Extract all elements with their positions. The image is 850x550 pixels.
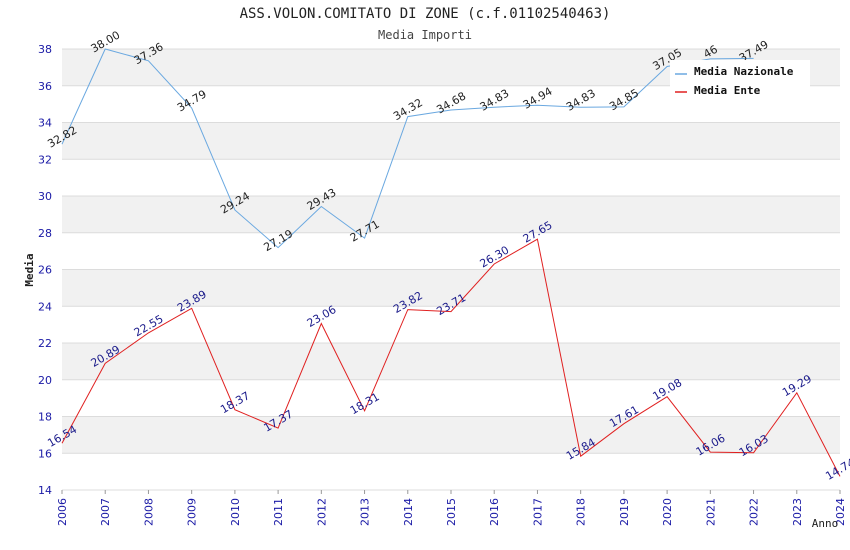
y-tick-label: 16	[38, 447, 52, 460]
data-label: 14.74	[823, 456, 850, 483]
data-label: 34.79	[175, 87, 209, 114]
data-label: 26.30	[478, 243, 512, 270]
series-layer	[61, 48, 841, 477]
y-tick-label: 32	[38, 153, 52, 166]
x-tick-label: 2014	[402, 498, 415, 526]
y-tick-label: 38	[38, 43, 52, 56]
grid-band	[62, 196, 840, 233]
data-label: 18.31	[348, 390, 382, 417]
data-label: 23.06	[305, 303, 339, 330]
x-tick-label: 2012	[315, 498, 328, 526]
data-label: 34.83	[564, 87, 598, 114]
x-tick-label: 2019	[618, 498, 631, 526]
y-tick-label: 14	[38, 484, 52, 497]
x-tick-label: 2020	[661, 498, 674, 526]
y-tick-label: 28	[38, 227, 52, 240]
legend-label-media-ente: Media Ente	[694, 84, 761, 97]
y-axis-title: Media	[23, 253, 36, 286]
x-tick-label: 2016	[488, 498, 501, 526]
grid-band	[62, 269, 840, 307]
x-tick-label: 2013	[359, 498, 372, 526]
x-tick-label: 2006	[56, 498, 69, 526]
legend: Media Nazionale Media Ente	[670, 60, 810, 102]
x-tick-label: 2008	[142, 498, 155, 526]
x-tick-label: 2023	[791, 498, 804, 526]
grid-band	[62, 416, 840, 454]
y-tick-label: 24	[38, 300, 52, 313]
x-tick-label: 2017	[531, 498, 544, 526]
data-label: 34.85	[607, 86, 641, 113]
x-axis-title: Anno	[812, 517, 839, 530]
x-tick-label: 2009	[186, 498, 199, 526]
data-label: 18.37	[218, 389, 252, 416]
series-line-0	[61, 48, 754, 249]
data-label: 22.55	[132, 312, 166, 339]
x-axis-ticks: 2006 2007 2008 2009 2010 2011 2012 2013 2014 2015…	[56, 490, 847, 526]
x-tick-label: 2015	[445, 498, 458, 526]
chart-subtitle: Media Importi	[378, 28, 472, 42]
x-tick-label: 2007	[99, 498, 112, 526]
legend-label-media-nazionale: Media Nazionale	[694, 65, 794, 78]
y-tick-label: 22	[38, 337, 52, 350]
data-label: 34.32	[391, 96, 425, 123]
x-tick-label: 2021	[704, 498, 717, 526]
y-tick-label: 36	[38, 80, 52, 93]
data-label: 34.94	[521, 85, 555, 112]
grid-band	[62, 343, 840, 380]
x-tick-label: 2024	[834, 498, 847, 526]
data-label: 34.83	[478, 87, 512, 114]
y-axis-ticks: 14 16 18 20 22 24 26 28 30 32 34 36 38	[38, 43, 52, 497]
data-label: 34.68	[434, 89, 468, 116]
y-tick-label: 30	[38, 190, 52, 203]
x-tick-label: 2011	[272, 498, 285, 526]
y-tick-label: 34	[38, 117, 52, 130]
grid-band	[62, 122, 840, 160]
x-tick-label: 2010	[229, 498, 242, 526]
series-line-1	[61, 238, 841, 477]
data-label: 46	[701, 43, 720, 61]
x-tick-label: 2018	[575, 498, 588, 526]
x-tick-label: 2022	[748, 498, 761, 526]
y-tick-label: 26	[38, 264, 52, 277]
legend-box	[670, 60, 810, 102]
y-tick-label: 18	[38, 411, 52, 424]
y-tick-label: 20	[38, 374, 52, 387]
chart-title: ASS.VOLON.COMITATO DI ZONE (c.f.01102540…	[240, 6, 611, 22]
